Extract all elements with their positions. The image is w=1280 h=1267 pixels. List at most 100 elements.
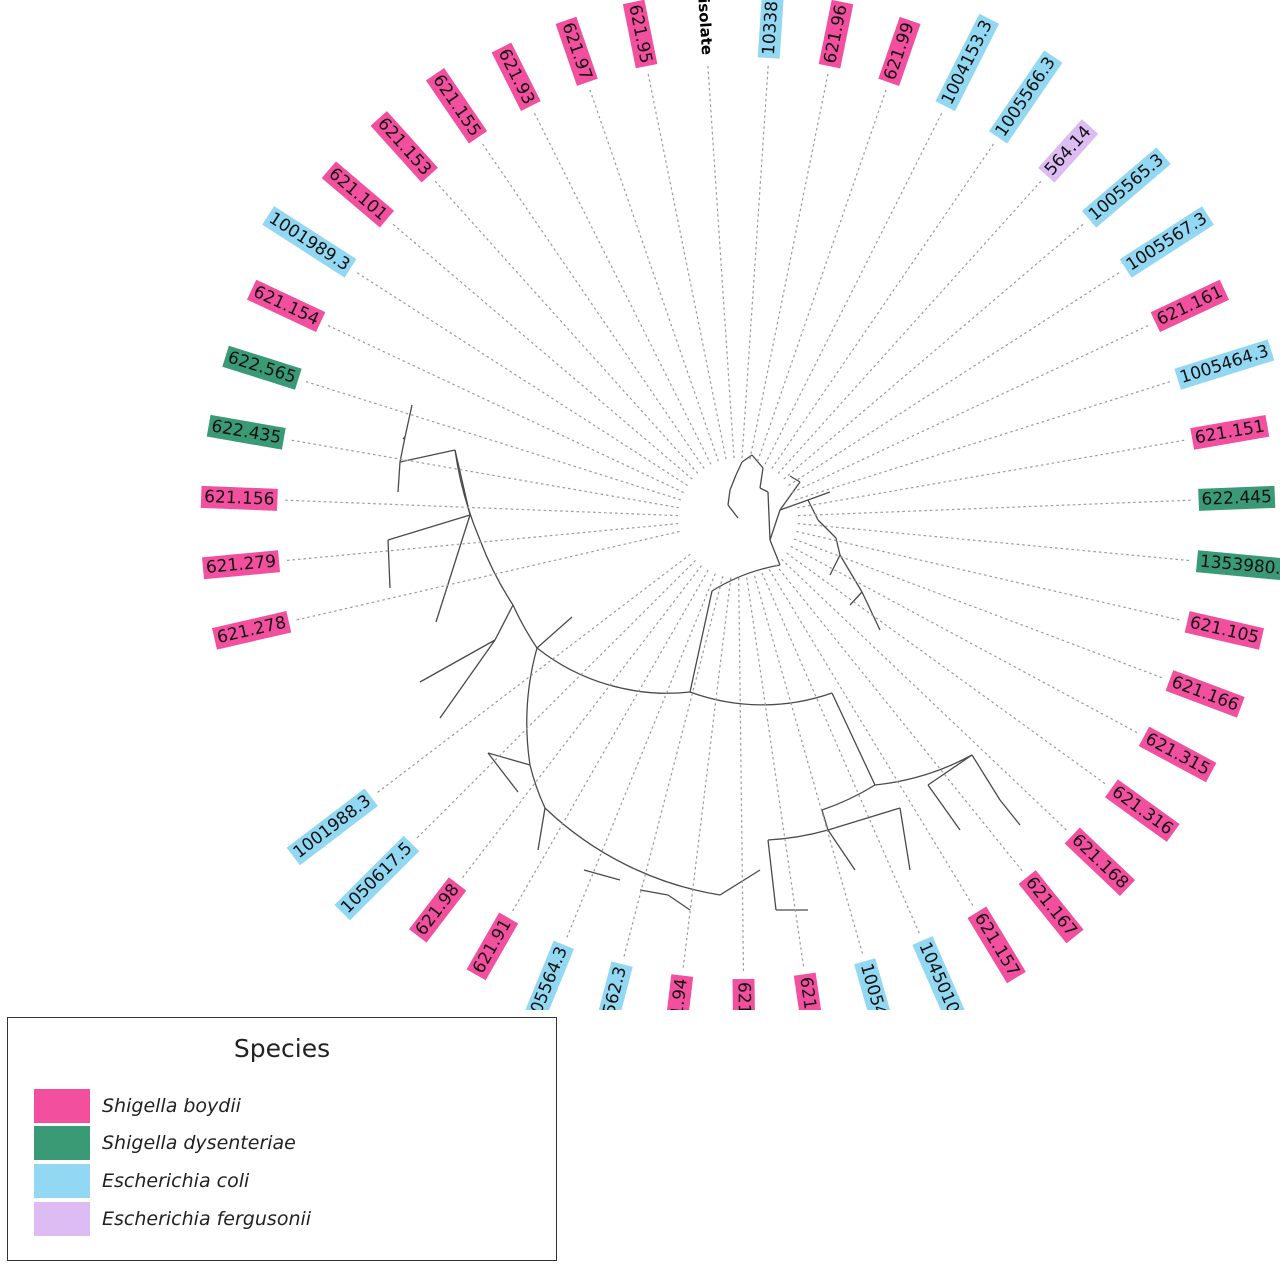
tip-label: 1001988.3 (286, 788, 378, 866)
tree-branch (735, 461, 743, 476)
tip-label: 621.279 (202, 550, 281, 580)
tree-branches (387, 404, 1021, 911)
tip-label-background (516, 940, 575, 1010)
tip-label-text: 621.152 (734, 982, 755, 1010)
tree-branch (544, 807, 721, 896)
tree-branch (387, 514, 471, 541)
tip-label: 621.96 (818, 0, 854, 69)
tip-label-background (202, 550, 281, 580)
tree-branch (769, 539, 781, 566)
tip-label: 621.99 (878, 16, 921, 86)
tip-label-background (757, 0, 787, 59)
tip-label-text: 621.153 (373, 114, 435, 180)
tree-branch (689, 590, 713, 693)
tree-branch (526, 647, 538, 766)
tip-label-background (988, 50, 1063, 144)
tip-label-background (1198, 485, 1276, 511)
leader-line (588, 87, 719, 462)
legend-label-shigella-dysenteriae: Shigella dysenteriae (102, 1132, 296, 1154)
tip-label-background (1064, 827, 1136, 897)
legend-label-shigella-boydii: Shigella boydii (102, 1095, 241, 1117)
leader-line (771, 141, 996, 469)
tree-branch (512, 604, 538, 649)
tree-branch (719, 869, 761, 896)
tip-label-background (1184, 611, 1264, 650)
tip-label-background (491, 42, 541, 112)
tree-branch (399, 436, 406, 463)
tip-label-text: 621.94 (665, 977, 692, 1010)
tip-label: 621.152 (732, 978, 756, 1010)
leader-line (375, 553, 691, 795)
tree-branch (402, 436, 406, 440)
leader-line (783, 222, 1085, 480)
tip-label: 621.97 (555, 16, 598, 86)
tree-branch (727, 504, 739, 519)
leader-line (796, 439, 1187, 509)
tree-branch (767, 491, 771, 541)
tree-branch (454, 449, 471, 516)
tip-label-background (912, 936, 977, 1010)
tree-branch (927, 754, 973, 786)
tip-label-text: 621.155 (428, 71, 484, 140)
tree-branch (494, 604, 514, 641)
tip-label: 621.166 (1165, 670, 1245, 718)
tip-label: 621.278 (212, 611, 292, 650)
leader-line (761, 572, 921, 936)
leader-line (622, 575, 724, 959)
tip-label-background (793, 972, 827, 1010)
legend-label-escherichia-coli: Escherichia coli (102, 1170, 250, 1192)
tip-label-text: 1005562.3 (588, 965, 630, 1010)
tip-label-background (663, 974, 694, 1010)
tree-branch (817, 519, 837, 539)
tip-label: 621.157 (967, 906, 1026, 984)
tip-label-background (1165, 670, 1245, 718)
tip-label-background (466, 912, 519, 981)
tip-label-background (222, 345, 302, 390)
phylogenetic-tree: 621.278 621.279 621.156 622.435 622.565 621.1… (200, 0, 1280, 1010)
tip-label-background (1038, 119, 1099, 183)
tree-branch (404, 404, 413, 438)
tip-label-text: 621.97 (558, 20, 596, 83)
tip-label: 621.151 (1190, 414, 1270, 450)
tip-label-text: 1005464.3 (1178, 341, 1272, 388)
tip-label: 621.101 (321, 161, 395, 228)
tip-label-text: 1005567.3 (1123, 209, 1211, 276)
legend-swatch-shigella-dysenteriae (34, 1126, 90, 1160)
tip-label-background (1138, 726, 1217, 783)
tip-label-text: 621.316 (1108, 782, 1177, 839)
tree-branch (769, 509, 781, 541)
tree-branch (835, 537, 841, 556)
tip-label-background (246, 279, 326, 333)
tree-branch (861, 591, 881, 631)
tip-label-text: 621.166 (1169, 672, 1242, 716)
tip-label-background (1150, 279, 1230, 333)
tree-branch (487, 752, 531, 766)
tip-label-text: 621.167 (1021, 873, 1081, 940)
tree-branch (727, 489, 731, 506)
tree-branch (639, 889, 669, 896)
leader-line (325, 324, 684, 494)
tip-label-background (1119, 206, 1214, 278)
leader-line (777, 179, 1043, 474)
tip-label: Unknown isolate (689, 0, 716, 56)
tip-label: 564.14 (1038, 119, 1099, 183)
legend-label-escherichia-fergusonii: Escherichia fergusonii (102, 1208, 312, 1230)
tip-label-background (206, 414, 286, 450)
leader-line (786, 552, 1107, 786)
tree-branch (419, 639, 496, 683)
leader-line (788, 271, 1121, 487)
tip-label-text: 1004153.3 (938, 17, 997, 108)
tip-label-text: 1001988.3 (290, 791, 375, 863)
tree-branch (537, 807, 546, 851)
tip-label-background (409, 877, 467, 943)
leader-line (793, 538, 1165, 679)
tip-label: 1005567.3 (1119, 206, 1214, 278)
tip-label: 621.91 (466, 912, 519, 981)
leader-line (433, 179, 699, 474)
tree-branch (667, 894, 691, 911)
tree-branch (397, 461, 401, 493)
tip-label-text: 1045010.44 (914, 939, 973, 1010)
tip-label-text: 1005566.3 (991, 53, 1059, 140)
tree-branch (387, 539, 391, 589)
tip-label-background (1104, 779, 1180, 842)
